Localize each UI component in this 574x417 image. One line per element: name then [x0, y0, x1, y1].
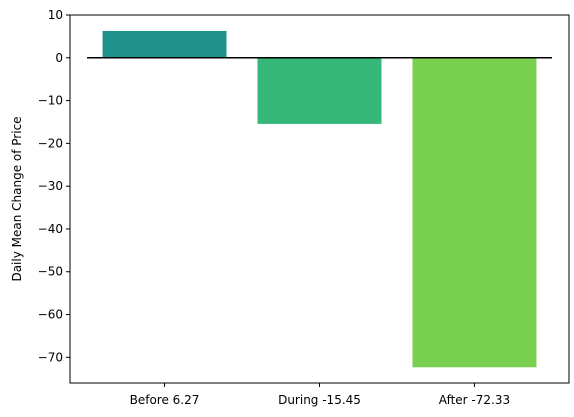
- y-tick-label: −50: [38, 265, 63, 279]
- x-axis-ticks: Before 6.27 During -15.45 After -72.33: [130, 383, 510, 407]
- y-tick-label: −40: [38, 222, 63, 236]
- bar-2: [412, 57, 537, 368]
- y-tick-label: 10: [48, 8, 63, 22]
- x-tick-label: After -72.33: [439, 393, 510, 407]
- plot-frame: [69, 14, 570, 384]
- y-tick-label: −30: [38, 179, 63, 193]
- x-tick-label: Before 6.27: [130, 393, 200, 407]
- bar-0: [102, 30, 227, 58]
- y-tick-label: −10: [38, 94, 63, 108]
- y-tick-label: −70: [38, 350, 63, 364]
- y-axis-label: Daily Mean Change of Price: [10, 116, 24, 281]
- y-tick-label: 0: [55, 51, 63, 65]
- x-tick-label: During -15.45: [278, 393, 361, 407]
- bar-1: [257, 57, 382, 124]
- bars-group: [102, 30, 537, 368]
- y-tick-label: −20: [38, 136, 63, 150]
- y-tick-label: −60: [38, 308, 63, 322]
- y-axis-ticks: 10 0 −10 −20 −30 −40 −50 −60 −70: [38, 8, 70, 364]
